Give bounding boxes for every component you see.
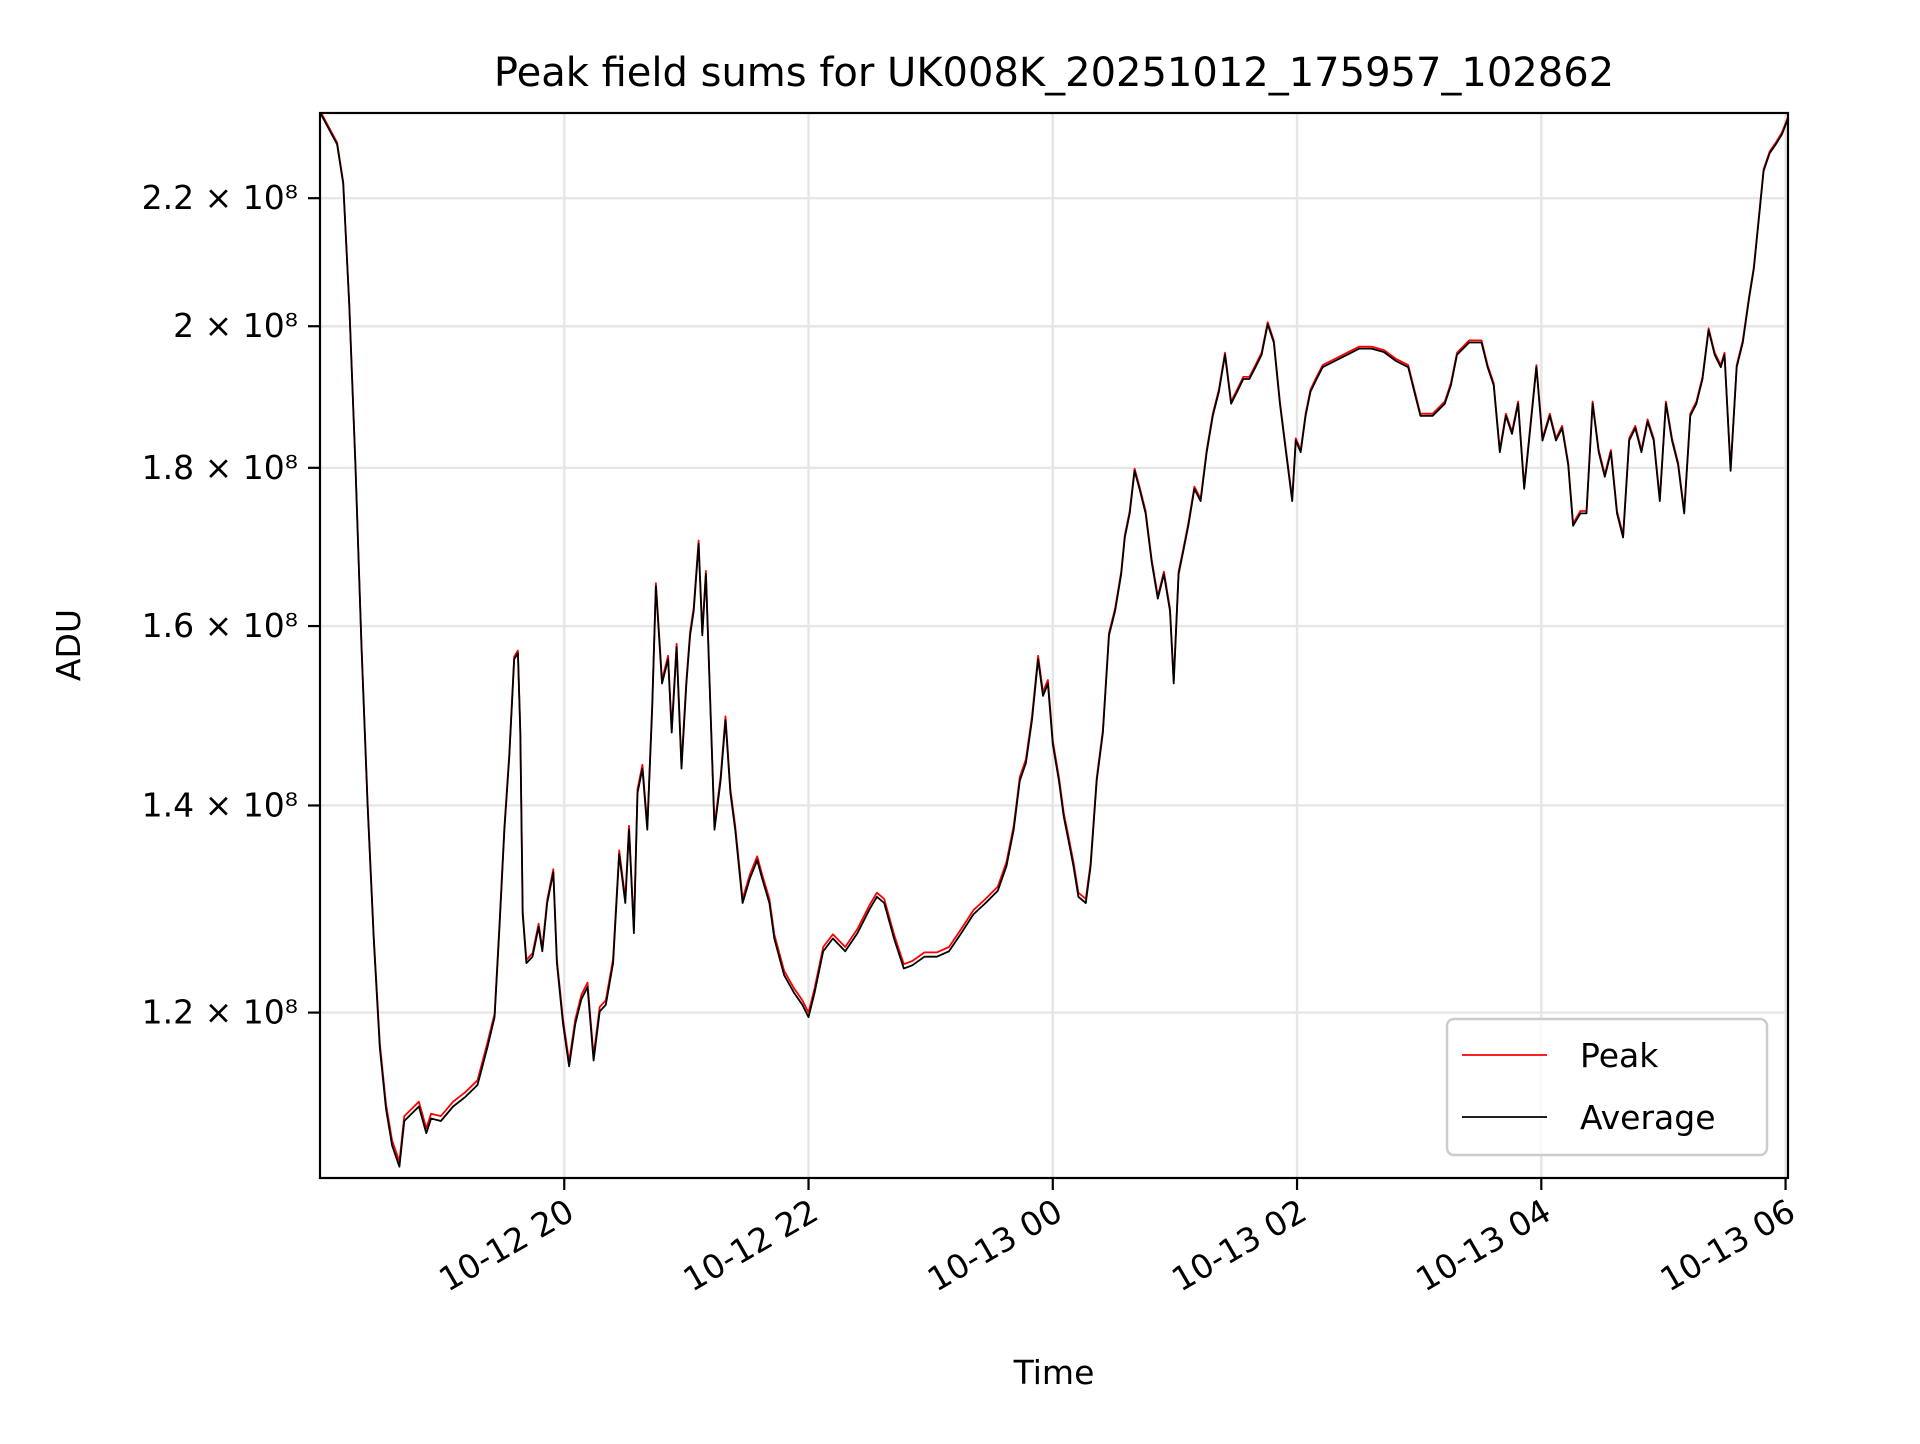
axes-frame [318, 111, 1790, 1180]
y-axis-label: ADU [49, 609, 88, 681]
y-tick-label: 1.6 × 10⁸ [142, 606, 298, 645]
x-axis-label: Time [1013, 1353, 1095, 1392]
y-tick-label: 1.4 × 10⁸ [142, 785, 298, 824]
legend-box [1445, 1017, 1769, 1157]
chart-title: Peak field sums for UK008K_20251012_1759… [494, 50, 1614, 96]
plot-lines [320, 113, 1788, 1168]
y-tick-label: 2 × 10⁸ [173, 306, 298, 345]
y-axis-ticks: 1.2 × 10⁸ 1.4 × 10⁸ 1.6 × 10⁸ 1.8 × 10⁸ 2 × … [142, 178, 320, 1032]
y-tick-label: 2.2 × 10⁸ [142, 178, 298, 217]
y-tick-label: 1.2 × 10⁸ [142, 993, 298, 1032]
legend-label-peak: Peak [1580, 1036, 1659, 1075]
y-tick-label: 1.8 × 10⁸ [142, 448, 298, 487]
grid [320, 113, 1788, 1178]
series-line-average [320, 113, 1788, 1168]
legend-label-average: Average [1580, 1098, 1716, 1137]
legend: Peak Average [1445, 1017, 1769, 1157]
